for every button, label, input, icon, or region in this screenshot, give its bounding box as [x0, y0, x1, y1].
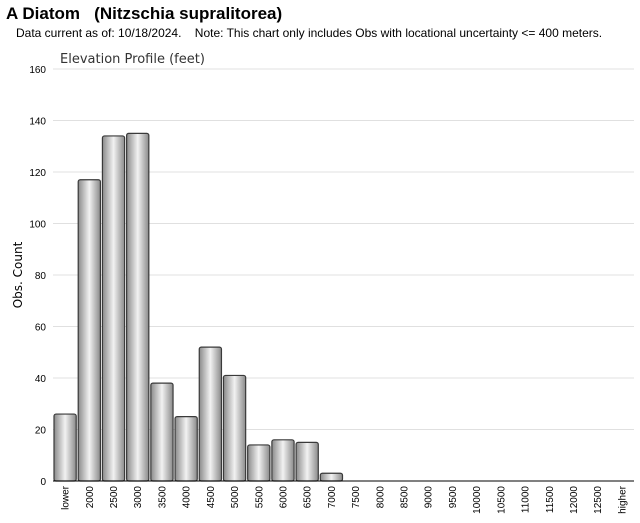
x-tick-label: higher — [617, 485, 628, 513]
x-tick-label: 12500 — [593, 486, 604, 514]
bars — [53, 132, 344, 482]
x-tick-label: 9500 — [448, 486, 459, 509]
x-tick-label: 11500 — [545, 486, 556, 514]
x-tick-label: lower — [61, 485, 72, 510]
y-axis-label: Obs. Count — [11, 241, 25, 308]
y-tick-label: 40 — [35, 374, 47, 385]
y-tick-label: 0 — [40, 477, 46, 488]
bar-3000 — [126, 132, 150, 482]
x-tick-label: 12000 — [569, 486, 580, 514]
bar-6000 — [271, 439, 295, 482]
x-tick-label: 10000 — [472, 486, 483, 514]
bar-4000 — [174, 416, 198, 482]
x-tick-label: 10500 — [496, 486, 507, 514]
x-tick-label: 3000 — [133, 486, 144, 509]
y-tick-label: 20 — [35, 426, 47, 437]
y-tick-label: 140 — [29, 117, 46, 128]
page-title: A Diatom (Nitzschia supralitorea) — [6, 4, 283, 23]
bar-5500 — [247, 444, 271, 482]
bar-2000 — [77, 179, 102, 482]
bar-5000 — [222, 374, 247, 482]
x-tick-label: 2000 — [85, 486, 96, 509]
x-tick-label: 6500 — [303, 486, 314, 509]
x-axis-ticks: lower 2000 2500 3000 3500 4000 4500 5000 5500 600… — [61, 485, 629, 513]
x-tick-label: 5500 — [254, 486, 265, 509]
x-tick-label: 5000 — [230, 486, 241, 509]
x-tick-label: 9000 — [424, 486, 435, 509]
data-note: Data current as of: 10/18/2024. Note: Th… — [16, 26, 603, 40]
bar-2500 — [101, 135, 126, 482]
x-tick-label: 7500 — [351, 486, 362, 509]
y-axis-ticks: 0 20 40 60 80 100 120 140 160 — [29, 65, 46, 488]
y-tick-label: 120 — [29, 168, 46, 179]
x-tick-label: 8000 — [375, 486, 386, 509]
y-tick-label: 160 — [29, 65, 46, 76]
bar-7000 — [319, 472, 344, 482]
grid-lines — [53, 68, 634, 430]
x-tick-label: 4500 — [206, 486, 217, 509]
x-tick-label: 6000 — [278, 486, 289, 509]
x-tick-label: 11000 — [521, 486, 532, 514]
y-tick-label: 80 — [35, 271, 47, 282]
x-tick-label: 3500 — [157, 486, 168, 509]
bar-lower — [53, 413, 77, 482]
bar-3500 — [150, 382, 174, 482]
x-tick-label: 2500 — [109, 486, 120, 509]
chart-title: Elevation Profile (feet) — [60, 52, 205, 67]
y-tick-label: 60 — [35, 323, 47, 334]
bar-4500 — [198, 346, 223, 482]
x-tick-label: 7000 — [327, 486, 338, 509]
y-tick-label: 100 — [29, 220, 46, 231]
x-tick-label: 4000 — [182, 486, 193, 509]
x-tick-label: 8500 — [400, 486, 411, 509]
bar-6500 — [295, 441, 319, 482]
